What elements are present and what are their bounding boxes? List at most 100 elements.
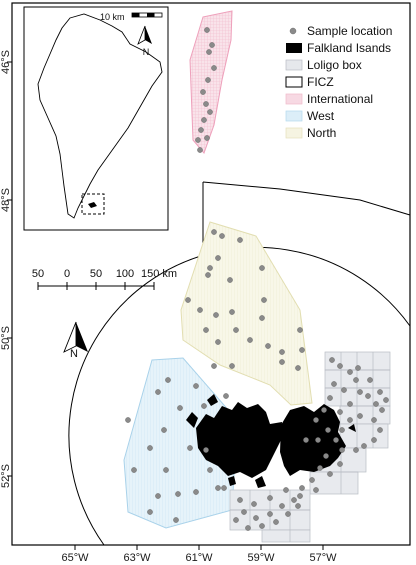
sample-location (367, 377, 373, 383)
legend-symbol-land (286, 43, 302, 53)
sample-location (215, 255, 221, 261)
sample-location (198, 127, 204, 133)
sample-points (125, 27, 389, 531)
sample-location (204, 135, 210, 141)
sample-location (193, 383, 199, 389)
lon-tick-label: 65°W (61, 552, 89, 564)
sample-location (253, 515, 259, 521)
sample-location (267, 495, 273, 501)
lon-tick-label: 63°W (123, 552, 151, 564)
sample-location (227, 277, 233, 283)
legend-label: Loligo box (307, 58, 362, 72)
sample-location (259, 265, 265, 271)
legend: Sample location Falkland Isands Loligo b… (285, 24, 392, 140)
sample-location (279, 359, 285, 365)
sample-location (223, 393, 229, 399)
sample-location (313, 487, 319, 493)
sample-location (347, 401, 353, 407)
sample-location (339, 447, 345, 453)
legend-label: International (307, 92, 373, 106)
sample-location (309, 477, 315, 483)
sample-location (147, 509, 153, 515)
legend-symbol-west (285, 110, 303, 122)
scale-label: 50 (90, 268, 102, 280)
sample-location (261, 297, 267, 303)
lon-ticks (74, 545, 324, 550)
sample-location (211, 65, 217, 71)
legend-label: North (307, 126, 336, 140)
sample-location (201, 117, 207, 123)
sample-location (213, 312, 219, 318)
sample-location (259, 315, 265, 321)
inset-north-arrow-icon (137, 25, 152, 45)
sample-location (297, 493, 303, 499)
sample-location (163, 467, 169, 473)
sample-location (155, 493, 161, 499)
sample-location (295, 503, 301, 509)
sample-location (327, 395, 333, 401)
sample-location (377, 389, 383, 395)
scale-label: 0 (64, 268, 70, 280)
legend-label: Sample location (307, 24, 392, 38)
sample-location (229, 309, 235, 315)
sample-location (297, 327, 303, 333)
lon-tick-label: 59°W (247, 552, 275, 564)
south-america-outline (37, 13, 163, 219)
sample-location (245, 525, 251, 531)
sample-location (361, 443, 367, 449)
sample-location (321, 407, 327, 413)
sample-location (187, 445, 193, 451)
sample-location (205, 272, 211, 278)
north-arrow-icon (63, 321, 88, 353)
sample-location (241, 509, 247, 515)
sample-location (347, 369, 353, 375)
sample-location (233, 517, 239, 523)
sample-location (125, 417, 131, 423)
sample-location (207, 467, 213, 473)
scale-label: 50 (32, 268, 44, 280)
sample-location (371, 417, 377, 423)
sample-location (365, 393, 371, 399)
scale-label: 100 (116, 268, 134, 280)
sample-location (291, 497, 297, 503)
legend-symbol-sample (289, 27, 297, 35)
sample-location (285, 511, 291, 517)
sample-location (207, 109, 213, 115)
sample-location (265, 343, 271, 349)
sample-location (131, 467, 137, 473)
sample-location (177, 405, 183, 411)
north-label: N (70, 348, 78, 360)
lat-tick-label: 52°S (0, 464, 12, 488)
legend-label: FICZ (307, 75, 334, 89)
sample-location (165, 377, 171, 383)
sample-location (161, 427, 167, 433)
sample-location (211, 229, 217, 235)
sample-location (197, 147, 203, 153)
sample-location (299, 347, 305, 353)
sample-location (215, 485, 221, 491)
sample-location (337, 409, 343, 415)
sample-location (229, 363, 235, 369)
sample-location (339, 427, 345, 433)
sample-location (173, 517, 179, 523)
sample-location (247, 337, 253, 343)
sample-location (377, 427, 383, 433)
sample-location (279, 349, 285, 355)
lon-tick-label: 61°W (185, 552, 213, 564)
sample-location (323, 453, 329, 459)
inset-focus-box (81, 193, 105, 215)
sample-location (200, 89, 206, 95)
sample-location (203, 447, 209, 453)
sample-location (283, 487, 289, 493)
lat-tick-label: 48°S (0, 188, 12, 212)
sample-location (175, 491, 181, 497)
legend-symbol-loligo (285, 59, 303, 71)
sample-location (299, 485, 305, 491)
inset-north-label: N (143, 47, 150, 57)
sample-location (353, 447, 359, 453)
sample-location (325, 427, 331, 433)
sample-location (313, 417, 319, 423)
sample-location (195, 137, 201, 143)
sample-location (209, 42, 215, 48)
